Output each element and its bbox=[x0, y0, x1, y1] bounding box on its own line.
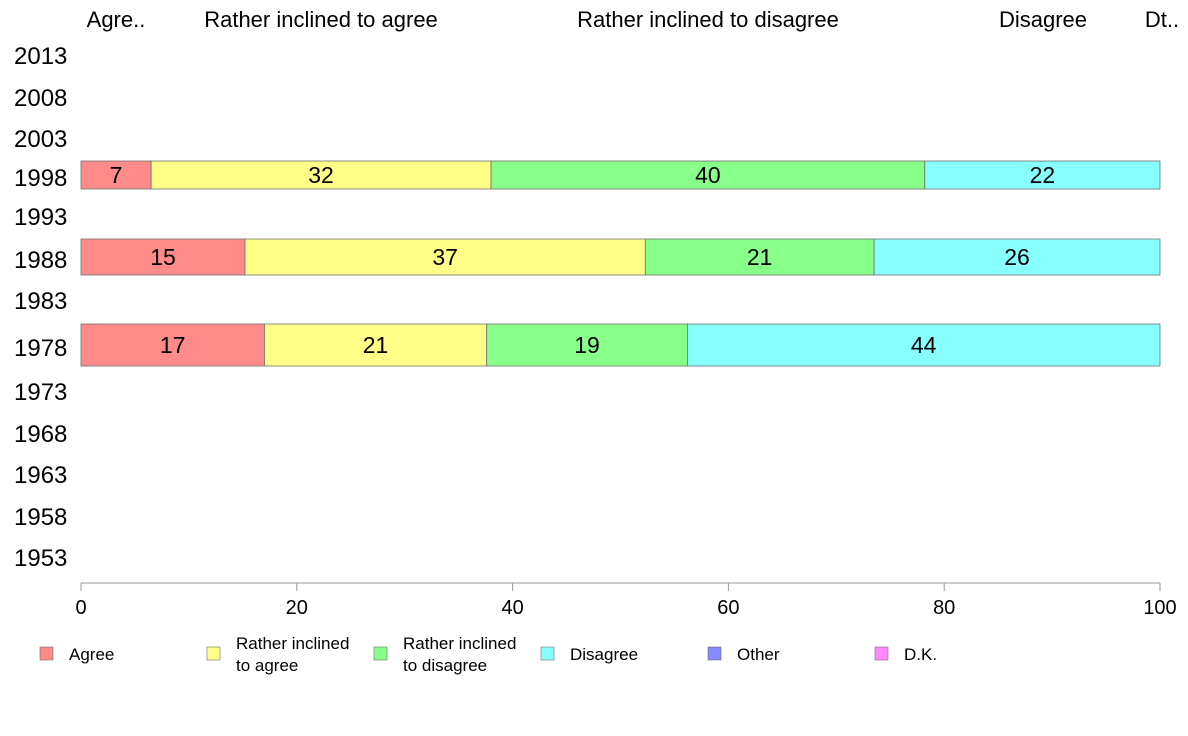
bar-segment-1998-rather-inclined-to-disagree bbox=[490, 160, 926, 190]
bar-value-label-1998-rather-inclined-to-agree: 32 bbox=[308, 162, 334, 188]
x-axis: 0 20 40 60 80 100 bbox=[75, 582, 1177, 619]
year-label-2008: 2008 bbox=[14, 85, 67, 112]
bar-value-label-1978-disagree: 44 bbox=[911, 332, 937, 358]
bar-segment-1988-disagree bbox=[873, 238, 1161, 276]
bar-segment-1978-rather-inclined-to-agree bbox=[264, 323, 488, 367]
bar-segment-1998-rather-inclined-to-agree bbox=[150, 160, 492, 190]
header-label-rather-inclined-to-agree: Rather inclined to agree bbox=[204, 7, 438, 32]
x-tick-label-20: 20 bbox=[286, 597, 308, 619]
bar-segment-1998-agree bbox=[80, 160, 152, 190]
legend-label-other-line-1: Other bbox=[737, 645, 780, 664]
bar-value-label-1988-rather-inclined-to-disagree: 21 bbox=[747, 244, 773, 270]
bar-segment-1988-rather-inclined-to-agree bbox=[244, 238, 646, 276]
header-label-disagree: Disagree bbox=[999, 7, 1087, 32]
bar-row-1978: 17 21 19 44 bbox=[80, 323, 1161, 367]
legend-swatch-d-k bbox=[874, 646, 889, 661]
legend-swatch-other bbox=[707, 646, 722, 661]
bar-value-label-1998-agree: 7 bbox=[110, 162, 123, 188]
year-label-1978: 1978 bbox=[14, 335, 67, 362]
legend-swatch-agree bbox=[39, 646, 54, 661]
header-label-dt: Dt.. bbox=[1145, 7, 1179, 32]
bar-value-label-1998-disagree: 22 bbox=[1030, 162, 1056, 188]
legend-item-rather-inclined-to-disagree: Rather inclined to disagree bbox=[373, 634, 516, 675]
year-axis-labels: 2013 2008 2003 1998 1993 1988 1983 1978 1973 1968… bbox=[14, 43, 67, 572]
x-tick-label-100: 100 bbox=[1143, 597, 1176, 619]
legend-swatch-rather-inclined-to-disagree bbox=[373, 646, 388, 661]
header-label-agre: Agre.. bbox=[87, 7, 146, 32]
year-label-1983: 1983 bbox=[14, 288, 67, 315]
x-tick-label-80: 80 bbox=[933, 597, 955, 619]
legend-item-other: Other bbox=[707, 645, 780, 664]
year-label-2003: 2003 bbox=[14, 126, 67, 153]
bar-value-label-1978-rather-inclined-to-disagree: 19 bbox=[574, 332, 600, 358]
legend-swatch-disagree bbox=[540, 646, 555, 661]
legend-item-d-k: D.K. bbox=[874, 645, 937, 664]
bar-segment-1978-disagree bbox=[686, 323, 1161, 367]
legend-label-d-k-line-1: D.K. bbox=[904, 645, 937, 664]
bar-group: 7 32 40 22 15 37 21 26 17 21 19 44 bbox=[80, 160, 1161, 367]
year-label-1968: 1968 bbox=[14, 421, 67, 448]
bar-segment-1998-disagree bbox=[924, 160, 1161, 190]
legend-swatch-rather-inclined-to-agree bbox=[206, 646, 221, 661]
year-label-1958: 1958 bbox=[14, 504, 67, 531]
legend-item-agree: Agree bbox=[39, 645, 114, 664]
bar-value-label-1988-rather-inclined-to-agree: 37 bbox=[432, 244, 458, 270]
bar-segment-1988-agree bbox=[80, 238, 246, 276]
legend-label-rather-inclined-to-disagree-line-2: to disagree bbox=[403, 656, 487, 675]
bar-value-label-1988-disagree: 26 bbox=[1004, 244, 1030, 270]
year-label-1998: 1998 bbox=[14, 165, 67, 192]
legend-label-rather-inclined-to-agree-line-1: Rather inclined bbox=[236, 634, 349, 653]
legend-label-agree-line-1: Agree bbox=[69, 645, 114, 664]
year-label-1973: 1973 bbox=[14, 379, 67, 406]
legend-item-disagree: Disagree bbox=[540, 645, 638, 664]
year-label-1963: 1963 bbox=[14, 462, 67, 489]
bar-segment-1978-agree bbox=[80, 323, 265, 367]
legend-label-rather-inclined-to-disagree-line-1: Rather inclined bbox=[403, 634, 516, 653]
legend-label-disagree-line-1: Disagree bbox=[570, 645, 638, 664]
legend-item-rather-inclined-to-agree: Rather inclined to agree bbox=[206, 634, 349, 675]
bar-value-label-1978-rather-inclined-to-agree: 21 bbox=[363, 332, 389, 358]
legend-label-rather-inclined-to-agree-line-2: to agree bbox=[236, 656, 298, 675]
bar-segment-1988-rather-inclined-to-disagree bbox=[644, 238, 875, 276]
bar-value-label-1988-agree: 15 bbox=[150, 244, 176, 270]
x-tick-label-40: 40 bbox=[501, 597, 523, 619]
bar-value-label-1998-rather-inclined-to-disagree: 40 bbox=[695, 162, 721, 188]
year-label-1993: 1993 bbox=[14, 204, 67, 231]
year-label-1988: 1988 bbox=[14, 247, 67, 274]
year-label-1953: 1953 bbox=[14, 545, 67, 572]
header-label-rather-inclined-to-disagree: Rather inclined to disagree bbox=[577, 7, 839, 32]
x-tick-label-0: 0 bbox=[75, 597, 86, 619]
bar-row-1988: 15 37 21 26 bbox=[80, 238, 1161, 276]
x-tick-label-60: 60 bbox=[717, 597, 739, 619]
year-label-2013: 2013 bbox=[14, 43, 67, 70]
bar-value-label-1978-agree: 17 bbox=[160, 332, 186, 358]
category-header-labels: Agre.. Rather inclined to agree Rather inc… bbox=[87, 7, 1179, 32]
bar-row-1998: 7 32 40 22 bbox=[80, 160, 1161, 190]
